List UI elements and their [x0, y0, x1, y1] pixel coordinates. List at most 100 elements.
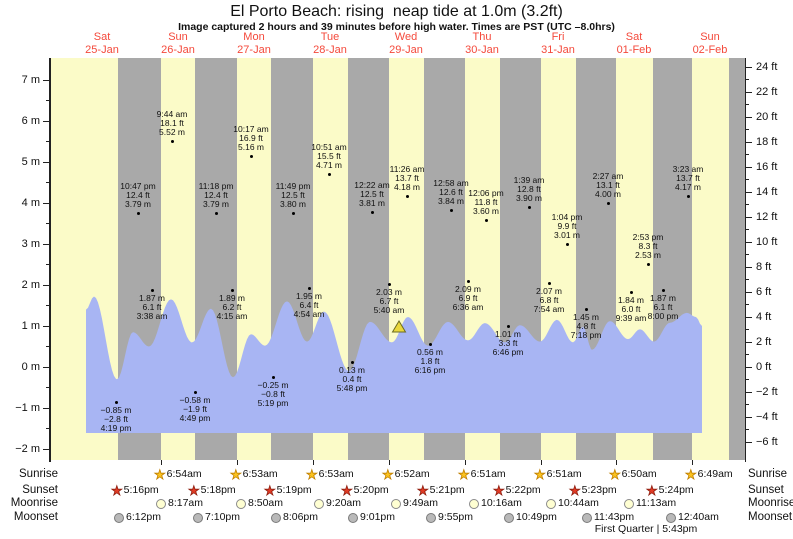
- annotation-line: 4.18 m: [394, 182, 420, 192]
- right-axis-label: −6 ft: [756, 435, 778, 448]
- low-tide-annotation: 1.87 m 6.1 ft 8:00 pm: [630, 294, 696, 321]
- low-tide-annotation: −0.25 m −0.8 ft 5:19 pm: [240, 381, 306, 408]
- right-axis-tick: [745, 379, 749, 380]
- annotation-line: 6.9 ft: [458, 293, 478, 303]
- high-tide-annotation: 9:44 am 18.1 ft 5.52 m: [139, 110, 205, 137]
- day-label-25-Jan: Sat 25-Jan: [64, 31, 140, 56]
- moonset-entry: 8:06pm: [271, 511, 318, 524]
- annotation-line: 1:04 pm: [551, 212, 583, 222]
- low-tide-annotation: 1.45 m 4.8 ft 7:18 pm: [553, 313, 619, 340]
- moonrise-entry: 10:16am: [469, 497, 522, 510]
- moonrise-circle-icon: [624, 498, 634, 509]
- day-label-27-Jan: Mon 27-Jan: [216, 31, 292, 56]
- day-label-29-Jan: Wed 29-Jan: [368, 31, 444, 56]
- day-date: 01-Feb: [616, 43, 652, 56]
- left-axis-label: 1 m: [21, 319, 40, 332]
- annotation-line: 2:27 am: [592, 171, 624, 181]
- left-axis-tick: [43, 448, 50, 450]
- moonrise-time: 10:44am: [558, 497, 599, 509]
- low-tide-annotation: 1.87 m 6.1 ft 3:38 am: [119, 294, 185, 321]
- annotation-dot: [428, 342, 432, 346]
- annotation-dot: [150, 288, 154, 292]
- sunrise-star-icon: ★: [685, 467, 697, 482]
- left-axis-tick: [46, 100, 50, 101]
- left-axis-tick: [46, 305, 50, 306]
- annotation-dot: [291, 211, 295, 215]
- annotation-line: −2.8 ft: [104, 414, 128, 424]
- annotation-line: 1.87 m: [139, 293, 165, 303]
- moonset-circle-icon: [348, 512, 358, 523]
- moonrise-entry: 8:17am: [156, 497, 203, 510]
- sunset-star-icon: ★: [493, 483, 505, 498]
- moonrise-time: 9:20am: [326, 497, 362, 509]
- high-tide-annotation: 10:51 am 15.5 ft 4.71 m: [296, 143, 362, 170]
- sunrise-time: 6:54am: [166, 468, 202, 480]
- day-name: Sat: [93, 31, 111, 43]
- moonset-circle-icon: [666, 512, 676, 523]
- annotation-dot: [193, 390, 197, 394]
- left-axis-label: 5 m: [21, 155, 40, 168]
- sunrise-time: 6:51am: [470, 468, 506, 480]
- low-tide-annotation: 1.89 m 6.2 ft 4:15 am: [199, 294, 265, 321]
- annotation-line: 18.1 ft: [160, 118, 184, 128]
- sunset-entry: ★ 5:18pm: [188, 484, 236, 498]
- right-axis-tick: [745, 404, 749, 405]
- right-axis-tick: [745, 204, 749, 205]
- sunrise-entry: ★ 6:51am: [458, 468, 506, 482]
- sunrise-entry: ★ 6:51am: [534, 468, 582, 482]
- annotation-line: 13.1 ft: [596, 180, 620, 190]
- bottom-axis-tick: [313, 460, 314, 465]
- annotation-line: 5.52 m: [159, 127, 185, 137]
- sunrise-star-icon: ★: [230, 467, 242, 482]
- right-axis-tick: [745, 279, 749, 280]
- annotation-line: 2.09 m: [455, 284, 481, 294]
- day-date: 02-Feb: [692, 43, 728, 56]
- annotation-line: 12:58 am: [433, 178, 469, 188]
- page-title: El Porto Beach: rising neap tide at 1.0m…: [230, 3, 563, 20]
- annotation-dot: [370, 210, 374, 214]
- day-label-01-Feb: Sat 01-Feb: [596, 31, 672, 56]
- moonrise-circle-icon: [469, 498, 479, 509]
- left-axis-tick: [46, 182, 50, 183]
- low-tide-annotation: 1.84 m 6.0 ft 9:39 am: [598, 296, 664, 323]
- bottom-axis-tick: [465, 460, 466, 465]
- low-tide-annotation: 1.95 m 6.4 ft 4:54 am: [276, 292, 342, 319]
- annotation-line: 4:15 am: [216, 311, 248, 321]
- low-tide-annotation: −0.58 m −1.9 ft 4:49 pm: [162, 396, 228, 423]
- astro-row-label-sunset: Sunset: [22, 484, 58, 496]
- sunrise-time: 6:53am: [318, 468, 354, 480]
- annotation-dot: [136, 211, 140, 215]
- annotation-dot: [606, 201, 610, 205]
- moonset-time: 12:40am: [678, 511, 719, 523]
- right-axis-tick: [745, 179, 749, 180]
- annotation-line: 8:00 pm: [647, 311, 679, 321]
- sunset-entry: ★ 5:21pm: [417, 484, 465, 498]
- day-name: Wed: [394, 31, 418, 43]
- right-axis-tick: [745, 441, 752, 443]
- left-axis-tick: [43, 161, 50, 163]
- annotation-dot: [686, 194, 690, 198]
- bottom-axis-tick: [161, 460, 162, 465]
- right-axis-tick: [745, 316, 752, 318]
- sunset-time: 5:18pm: [200, 484, 236, 496]
- annotation-line: 12:06 pm: [468, 188, 504, 198]
- astro-row-label-sunrise: Sunrise: [19, 468, 58, 480]
- annotation-dot: [214, 211, 218, 215]
- bottom-axis-tick: [541, 460, 542, 465]
- annotation-line: 6:36 am: [452, 302, 484, 312]
- annotation-line: 2.07 m: [536, 286, 562, 296]
- left-axis-label: 2 m: [21, 278, 40, 291]
- high-tide-annotation: 1:04 pm 9.9 ft 3.01 m: [534, 213, 600, 240]
- right-axis-tick: [745, 166, 752, 168]
- annotation-line: 6.0 ft: [621, 304, 641, 314]
- sunset-time: 5:16pm: [123, 484, 159, 496]
- sunrise-star-icon: ★: [154, 467, 166, 482]
- day-date: 28-Jan: [313, 43, 347, 56]
- astro-row-label-moonrise: Moonrise: [10, 497, 58, 509]
- day-name: Mon: [243, 31, 265, 43]
- annotation-line: 10:47 pm: [120, 181, 156, 191]
- right-axis-tick: [745, 229, 749, 230]
- annotation-line: 4.71 m: [316, 160, 342, 170]
- annotation-line: 10:51 am: [311, 142, 347, 152]
